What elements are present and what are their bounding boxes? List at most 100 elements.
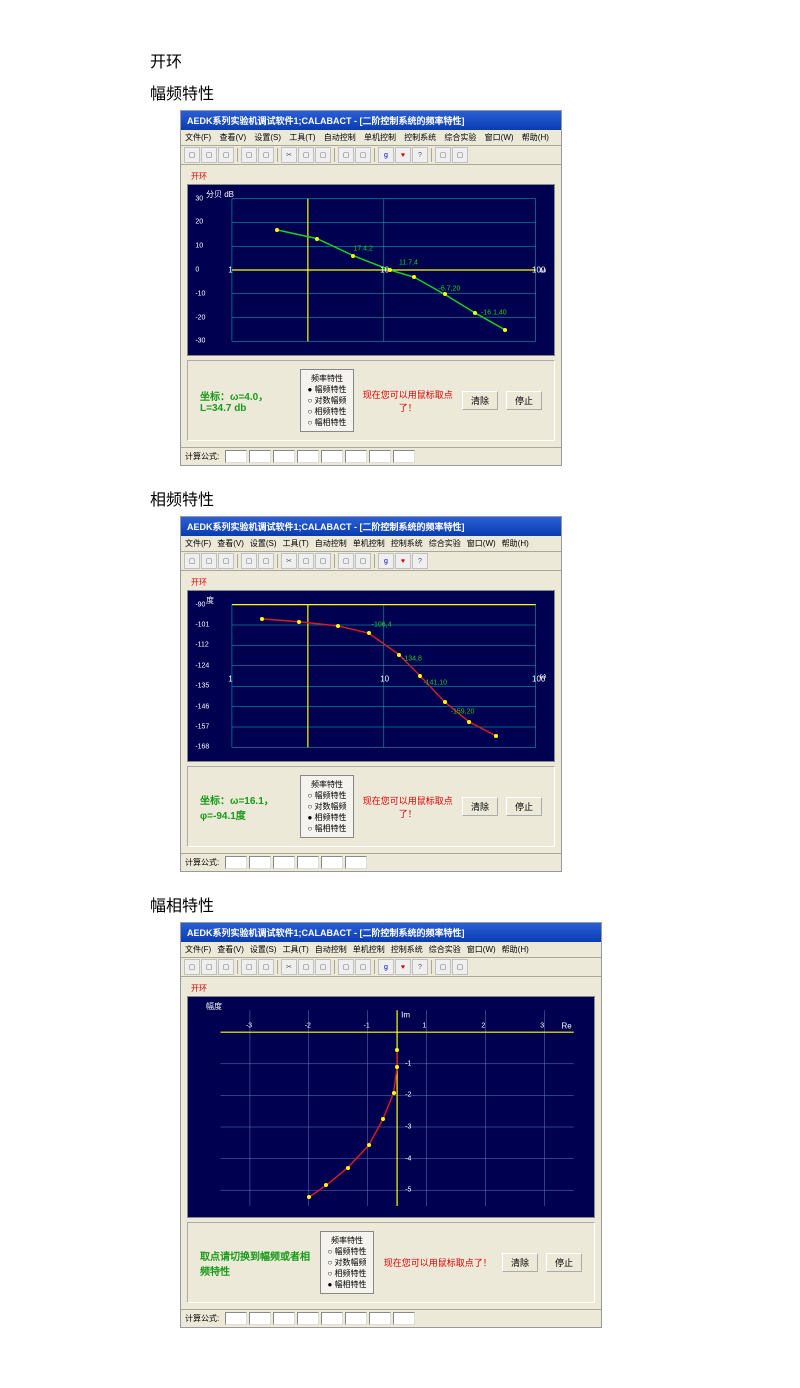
- formula-cell[interactable]: [249, 856, 271, 869]
- formula-cell[interactable]: [225, 856, 247, 869]
- plot-type-radios[interactable]: 频率特性 ○ 幅频特性 ○ 对数幅频 ● 相频特性 ○ 幅相特性: [300, 775, 353, 838]
- menu-setup[interactable]: 设置(S): [250, 539, 277, 548]
- radio-magfreq[interactable]: ○ 幅频特性: [307, 790, 346, 801]
- stop-button[interactable]: 停止: [546, 1253, 582, 1272]
- toolbar-btn[interactable]: ♥: [395, 959, 411, 975]
- menu-view[interactable]: 查看(V): [217, 945, 244, 954]
- menu-auto[interactable]: 自动控制: [315, 539, 347, 548]
- toolbar-btn[interactable]: g: [378, 959, 394, 975]
- toolbar-btn[interactable]: ✂: [281, 959, 297, 975]
- formula-cell[interactable]: [345, 450, 367, 463]
- radio-magfreq[interactable]: ○ 幅频特性: [327, 1246, 366, 1257]
- radio-nyquist[interactable]: ○ 幅相特性: [307, 823, 346, 834]
- toolbar-btn[interactable]: g: [378, 147, 394, 163]
- menu-sys[interactable]: 控制系统: [391, 945, 423, 954]
- toolbar-btn[interactable]: ▢: [315, 147, 331, 163]
- toolbar-btn[interactable]: ?: [412, 147, 428, 163]
- menu-help[interactable]: 帮助(H): [502, 539, 529, 548]
- formula-cell[interactable]: [297, 856, 319, 869]
- toolbar-btn[interactable]: ▢: [338, 959, 354, 975]
- clear-button[interactable]: 清除: [462, 797, 498, 816]
- clear-button[interactable]: 清除: [462, 391, 498, 410]
- plot-type-radios[interactable]: 频率特性 ● 幅频特性 ○ 对数幅频 ○ 相频特性 ○ 幅相特性: [300, 369, 353, 432]
- radio-nyquist[interactable]: ● 幅相特性: [327, 1279, 366, 1290]
- toolbar-btn[interactable]: ▢: [338, 147, 354, 163]
- menu-win[interactable]: 窗口(W): [467, 539, 496, 548]
- toolbar-btn[interactable]: ▢: [241, 553, 257, 569]
- toolbar-btn[interactable]: ▢: [298, 147, 314, 163]
- toolbar-btn[interactable]: ▢: [201, 147, 217, 163]
- radio-phase[interactable]: ○ 相频特性: [327, 1268, 366, 1279]
- formula-cell[interactable]: [345, 856, 367, 869]
- toolbar-btn[interactable]: ✂: [281, 147, 297, 163]
- formula-cell[interactable]: [225, 1312, 247, 1325]
- menu-dan[interactable]: 单机控制: [364, 133, 396, 142]
- menu-auto[interactable]: 自动控制: [324, 133, 356, 142]
- menu-view[interactable]: 查看(V): [217, 539, 244, 548]
- toolbar-btn[interactable]: ▢: [338, 553, 354, 569]
- toolbar-btn[interactable]: ▢: [218, 147, 234, 163]
- toolbar-btn[interactable]: ▢: [452, 147, 468, 163]
- toolbar-btn[interactable]: ▢: [298, 959, 314, 975]
- plot-type-radios[interactable]: 频率特性 ○ 幅频特性 ○ 对数幅频 ○ 相频特性 ● 幅相特性: [320, 1231, 373, 1294]
- menu-sys[interactable]: 控制系统: [404, 133, 436, 142]
- menu-file[interactable]: 文件(F): [185, 945, 211, 954]
- radio-logmag[interactable]: ○ 对数幅频: [307, 395, 346, 406]
- menu-comp[interactable]: 综合实验: [429, 539, 461, 548]
- formula-cell[interactable]: [321, 856, 343, 869]
- toolbar-btn[interactable]: ▢: [218, 959, 234, 975]
- toolbar-btn[interactable]: ▢: [241, 959, 257, 975]
- toolbar-btn[interactable]: ▢: [184, 147, 200, 163]
- toolbar-btn[interactable]: g: [378, 553, 394, 569]
- radio-nyquist[interactable]: ○ 幅相特性: [307, 417, 346, 428]
- toolbar-btn[interactable]: ▢: [184, 959, 200, 975]
- menu-help[interactable]: 帮助(H): [502, 945, 529, 954]
- formula-cell[interactable]: [321, 450, 343, 463]
- formula-cell[interactable]: [297, 450, 319, 463]
- toolbar-btn[interactable]: ▢: [258, 959, 274, 975]
- menu-win[interactable]: 窗口(W): [467, 945, 496, 954]
- stop-button[interactable]: 停止: [506, 391, 542, 410]
- toolbar-btn[interactable]: ▢: [241, 147, 257, 163]
- formula-cell[interactable]: [345, 1312, 367, 1325]
- toolbar-btn[interactable]: ▢: [315, 959, 331, 975]
- menu-help[interactable]: 帮助(H): [522, 133, 549, 142]
- toolbar-btn[interactable]: ♥: [395, 147, 411, 163]
- menu-comp[interactable]: 综合实验: [429, 945, 461, 954]
- formula-cell[interactable]: [369, 1312, 391, 1325]
- toolbar-btn[interactable]: ▢: [218, 553, 234, 569]
- toolbar-btn[interactable]: ▢: [258, 553, 274, 569]
- toolbar-btn[interactable]: ♥: [395, 553, 411, 569]
- menu-setup[interactable]: 设置(S): [250, 945, 277, 954]
- menu-setup[interactable]: 设置(S): [254, 133, 281, 142]
- toolbar-btn[interactable]: ▢: [355, 959, 371, 975]
- toolbar-btn[interactable]: ▢: [315, 553, 331, 569]
- menu-auto[interactable]: 自动控制: [315, 945, 347, 954]
- menu-view[interactable]: 查看(V): [219, 133, 246, 142]
- formula-cell[interactable]: [273, 856, 295, 869]
- radio-logmag[interactable]: ○ 对数幅频: [327, 1257, 366, 1268]
- menu-comp[interactable]: 综合实验: [444, 133, 476, 142]
- toolbar-btn[interactable]: ▢: [201, 553, 217, 569]
- toolbar-btn[interactable]: ▢: [355, 553, 371, 569]
- formula-cell[interactable]: [249, 1312, 271, 1325]
- stop-button[interactable]: 停止: [506, 797, 542, 816]
- toolbar-btn[interactable]: ▢: [258, 147, 274, 163]
- menu-dan[interactable]: 单机控制: [353, 539, 385, 548]
- clear-button[interactable]: 清除: [502, 1253, 538, 1272]
- formula-cell[interactable]: [369, 450, 391, 463]
- formula-cell[interactable]: [225, 450, 247, 463]
- radio-phase[interactable]: ○ 相频特性: [307, 406, 346, 417]
- menubar[interactable]: 文件(F)查看(V)设置(S)工具(T)自动控制单机控制控制系统综合实验窗口(W…: [181, 942, 601, 958]
- formula-cell[interactable]: [393, 450, 415, 463]
- formula-cell[interactable]: [273, 1312, 295, 1325]
- radio-phase[interactable]: ● 相频特性: [307, 812, 346, 823]
- toolbar-btn[interactable]: ▢: [452, 959, 468, 975]
- toolbar-btn[interactable]: ✂: [281, 553, 297, 569]
- toolbar-btn[interactable]: ▢: [201, 959, 217, 975]
- formula-cell[interactable]: [273, 450, 295, 463]
- toolbar-btn[interactable]: ?: [412, 553, 428, 569]
- toolbar-btn[interactable]: ▢: [435, 147, 451, 163]
- toolbar-btn[interactable]: ▢: [298, 553, 314, 569]
- menu-dan[interactable]: 单机控制: [353, 945, 385, 954]
